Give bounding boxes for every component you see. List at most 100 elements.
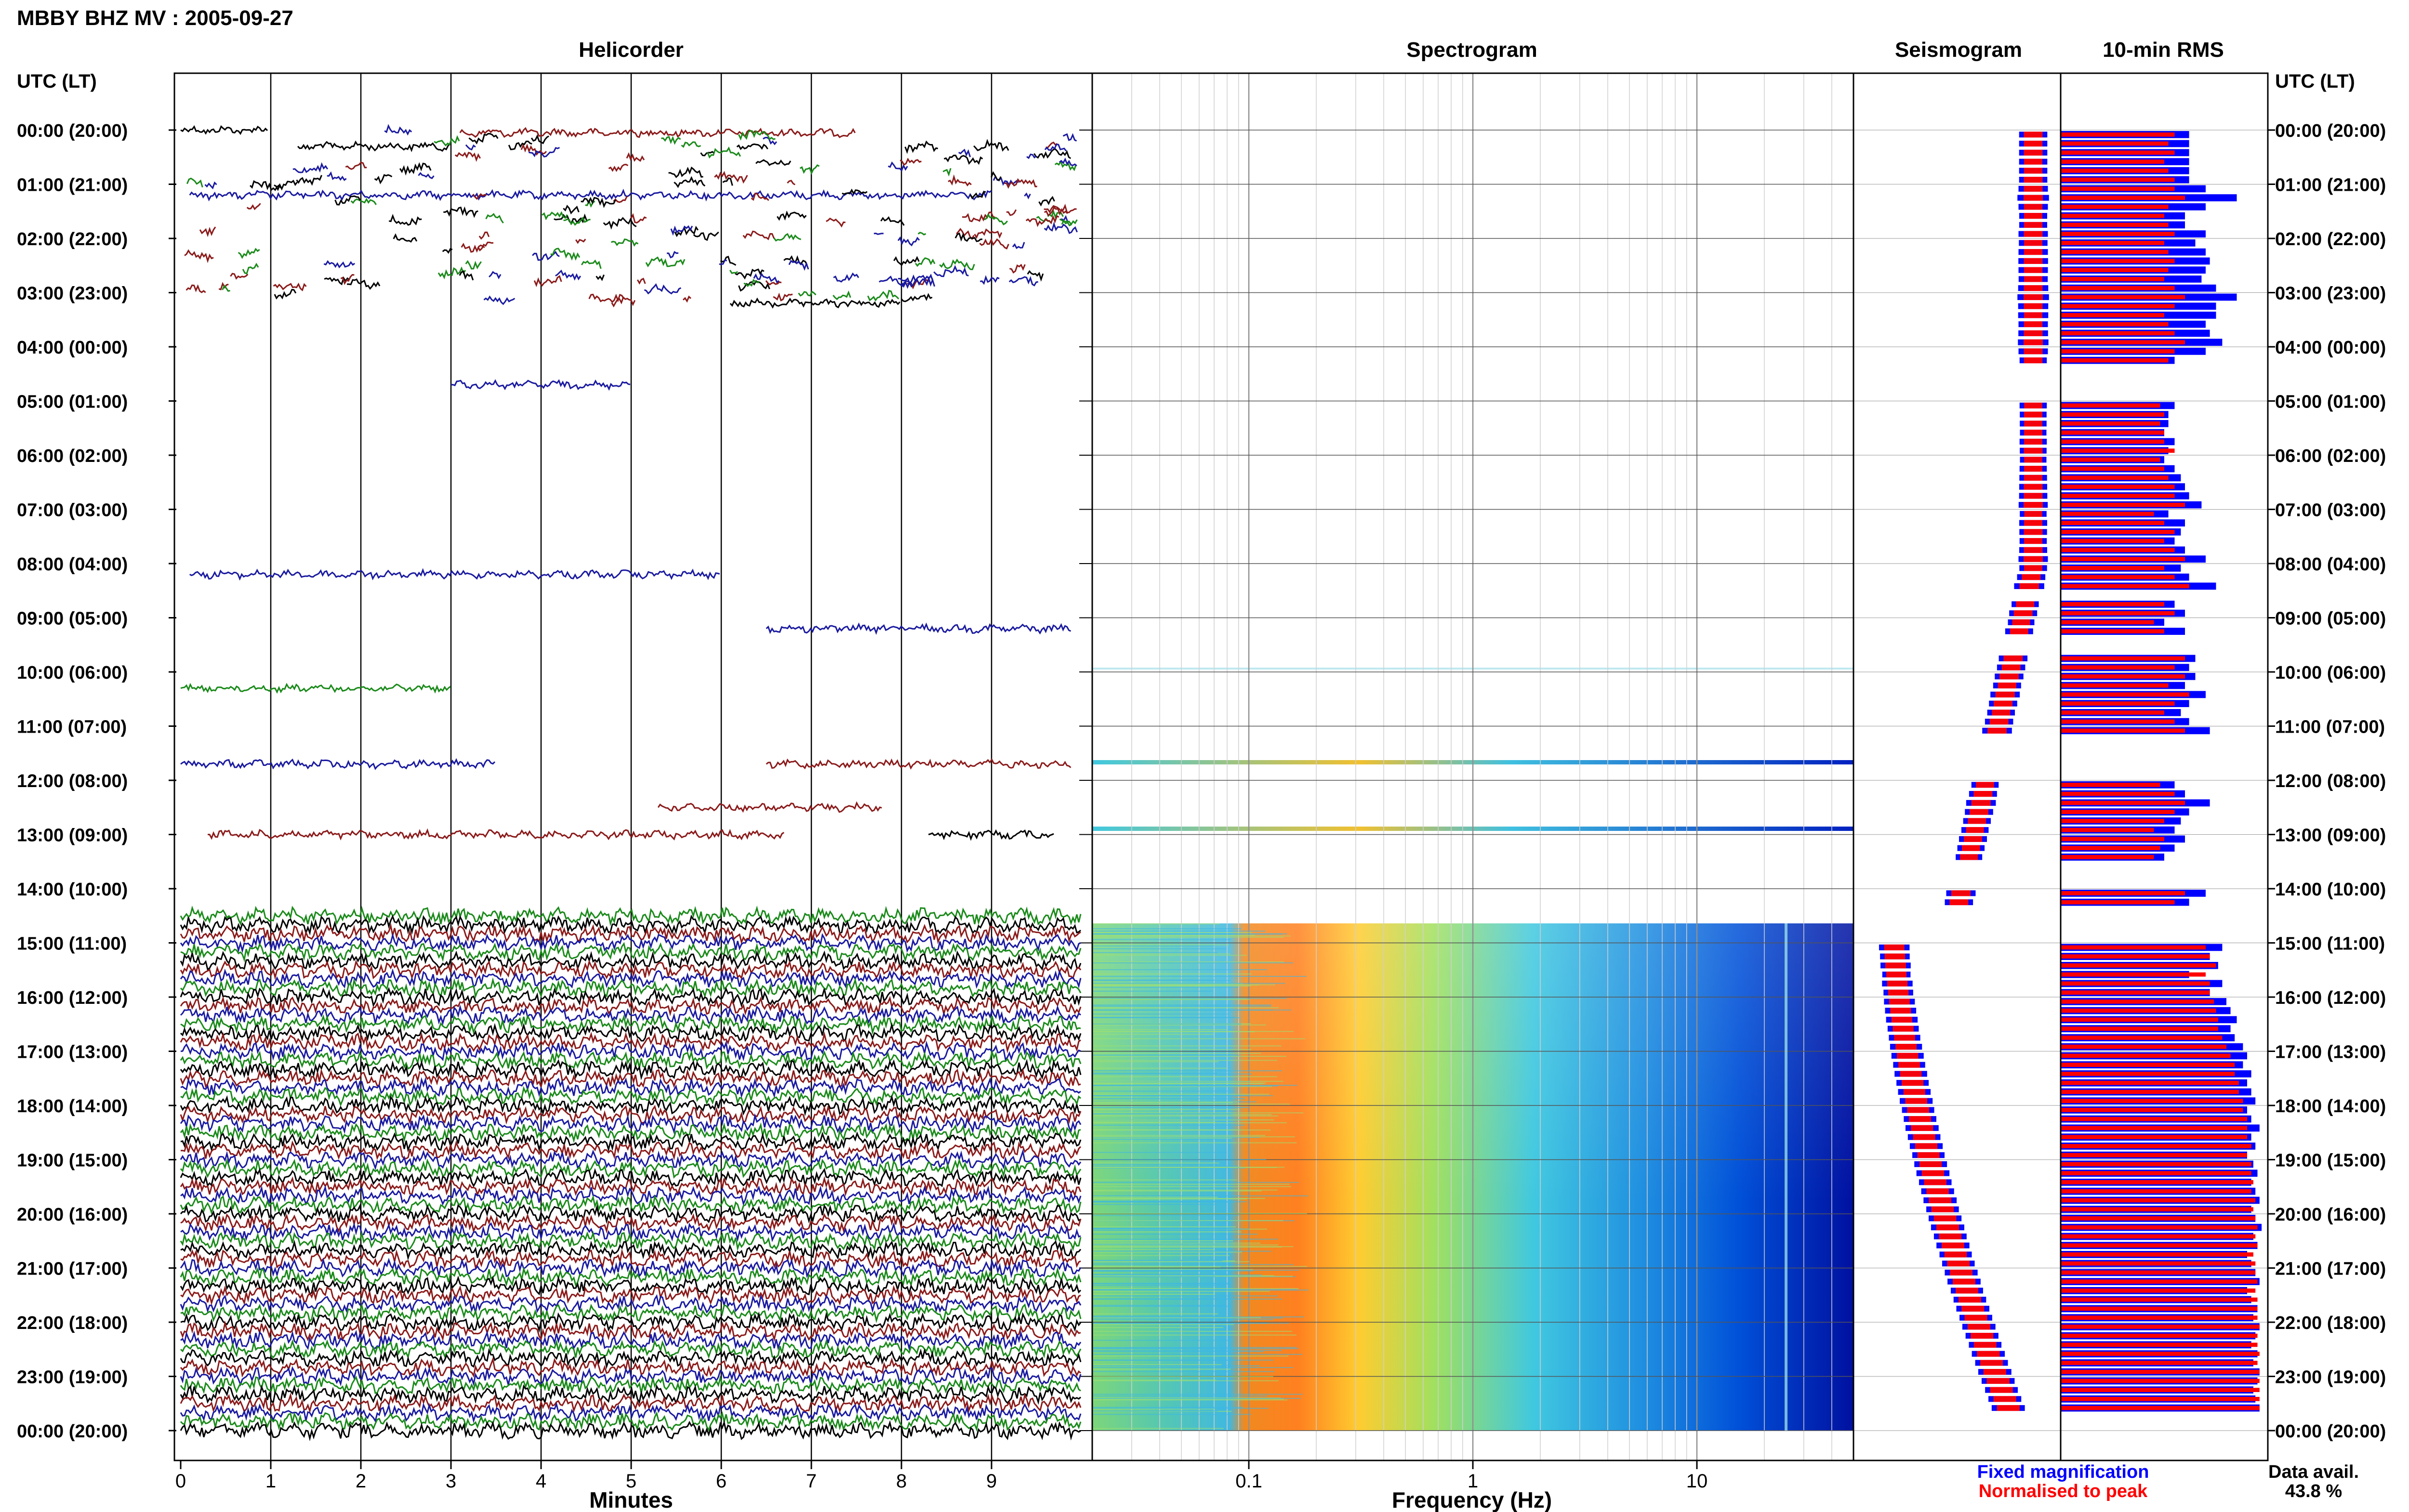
helicorder-fragment <box>979 238 1009 250</box>
helicorder-fragment <box>874 232 884 235</box>
rms-bar-normalised <box>2061 575 2175 579</box>
helicorder-fragment <box>1038 196 1055 207</box>
helicorder-fragment <box>984 213 1008 225</box>
rms-bar-normalised <box>2061 1315 2258 1320</box>
rms-bar-normalised <box>2061 1388 2260 1392</box>
helicorder-fragment <box>645 256 686 267</box>
helicorder-fragment <box>588 293 624 303</box>
helicorder-fragment <box>186 177 203 188</box>
helicorder-fragment <box>1009 263 1026 274</box>
helicorder-fragment <box>1062 133 1077 142</box>
rms-bar-normalised <box>2061 1216 2256 1221</box>
rms-bar-normalised <box>2061 1026 2218 1031</box>
helicorder-segment <box>657 801 882 813</box>
hour-label-right: 02:00 (22:00) <box>2275 229 2386 250</box>
rms-bar-normalised <box>2061 665 2175 670</box>
helicorder-trace <box>180 968 1082 990</box>
helicorder-fragment <box>581 197 616 208</box>
hour-label-left: 03:00 (23:00) <box>17 284 128 304</box>
rms-bar-normalised <box>2061 1379 2260 1383</box>
rms-bar-normalised <box>2061 1180 2253 1184</box>
helicorder-fragment <box>1033 148 1072 159</box>
hour-label-left: 10:00 (06:00) <box>17 663 128 683</box>
hour-label-left: 08:00 (04:00) <box>17 554 128 575</box>
helicorder-fragment <box>550 248 581 261</box>
hour-labels-right: 00:00 (20:00) 01:00 (21:00) 02:00 (22:00) 0… <box>2268 121 2386 1442</box>
helicorder-fragment <box>611 238 639 247</box>
hour-label-left: 11:00 (07:00) <box>17 717 127 737</box>
helicorder-fragment <box>773 233 801 242</box>
helicorder-trace <box>180 1329 1082 1351</box>
rms-bar-normalised <box>2061 819 2164 823</box>
helicorder-segment <box>208 828 784 841</box>
rms-bar-normalised <box>2061 1126 2247 1131</box>
rms-bar-normalised <box>2061 1008 2216 1013</box>
helicorder-fragment <box>720 255 737 266</box>
helicorder-trace <box>180 1067 1081 1090</box>
helicorder-fragment <box>575 238 586 244</box>
helicorder-fragment <box>350 197 377 205</box>
rms-bar-normalised <box>2061 512 2154 516</box>
hour-label-right: 08:00 (04:00) <box>2275 554 2386 575</box>
hour-label-right: 05:00 (01:00) <box>2275 392 2386 412</box>
rms-bar-normalised <box>2061 783 2160 787</box>
hour-label-left: 16:00 (12:00) <box>17 988 128 1008</box>
time-header-right: UTC (LT) <box>2275 71 2355 92</box>
helicorder-fragment <box>743 279 760 287</box>
helicorder-fragment <box>880 216 905 226</box>
helicorder-fragment <box>738 280 770 292</box>
rms-bar-normalised <box>2061 448 2175 453</box>
helicorder-fragment <box>825 217 846 228</box>
helicorder-fragment <box>901 276 936 289</box>
rms-bar-normalised <box>2061 1135 2247 1139</box>
helicorder-trace <box>180 933 1081 954</box>
seismogram-title: Seismogram <box>1895 38 2022 62</box>
rms-bar-normalised <box>2061 683 2169 688</box>
hour-label-right: 18:00 (14:00) <box>2275 1096 2386 1117</box>
helicorder-fragment <box>472 193 487 200</box>
helicorder-fragment <box>753 272 780 284</box>
rms-bar-normalised <box>2061 132 2175 137</box>
rms-bar-normalised <box>2061 241 2164 245</box>
legend-fixed: Fixed magnification <box>1977 1462 2149 1482</box>
helicorder-fragment <box>933 264 969 277</box>
rms-bar-normalised <box>2061 186 2175 191</box>
helicorder-trace <box>180 1222 1081 1243</box>
helicorder-trace <box>180 1239 1082 1261</box>
helicorder-fragment <box>218 282 229 290</box>
helicorder-fragment <box>719 259 728 265</box>
hour-label-right: 15:00 (11:00) <box>2275 934 2385 954</box>
rms-bar-normalised <box>2061 1090 2239 1094</box>
helicorder-fragment <box>833 272 860 283</box>
helicorder-fragment <box>798 290 817 297</box>
helicorder-fragment <box>682 295 691 303</box>
legend-normalised: Normalised to peak <box>1979 1481 2148 1501</box>
helicorder-trace <box>180 1204 1081 1224</box>
helicorder-trace <box>180 1248 1081 1269</box>
rms-bar-normalised <box>2061 313 2164 317</box>
helicorder-fragment <box>608 163 629 172</box>
rms-bar-normalised <box>2061 620 2154 625</box>
rms-bar-normalised <box>2061 692 2189 697</box>
helicorder-fragment <box>418 172 435 179</box>
helicorder-fragment <box>666 250 679 259</box>
rms-bar-normalised <box>2061 801 2185 805</box>
rms-bar-normalised <box>2061 502 2185 507</box>
helicorder-trace <box>180 1131 1082 1153</box>
helicorder-fragment <box>246 203 261 210</box>
rms-bar-normalised <box>2061 1243 2258 1248</box>
helicorder-fragment <box>533 275 562 288</box>
helicorder-fragment <box>443 206 478 218</box>
hour-label-left: 17:00 (13:00) <box>17 1042 128 1063</box>
hour-label-right: 22:00 (18:00) <box>2275 1313 2386 1333</box>
rms-bar-normalised <box>2061 150 2175 155</box>
rms-bar-normalised <box>2061 1017 2218 1022</box>
rms-bar-normalised <box>2061 494 2175 498</box>
helicorder-fragment <box>596 274 605 281</box>
rms-bar-normalised <box>2061 1306 2258 1311</box>
helicorder-fragment <box>437 266 466 279</box>
rms-bar-normalised <box>2061 304 2175 308</box>
rms-bar-normalised <box>2061 1361 2258 1365</box>
hour-label-left: 23:00 (19:00) <box>17 1367 128 1388</box>
hour-label-left: 20:00 (16:00) <box>17 1205 128 1225</box>
